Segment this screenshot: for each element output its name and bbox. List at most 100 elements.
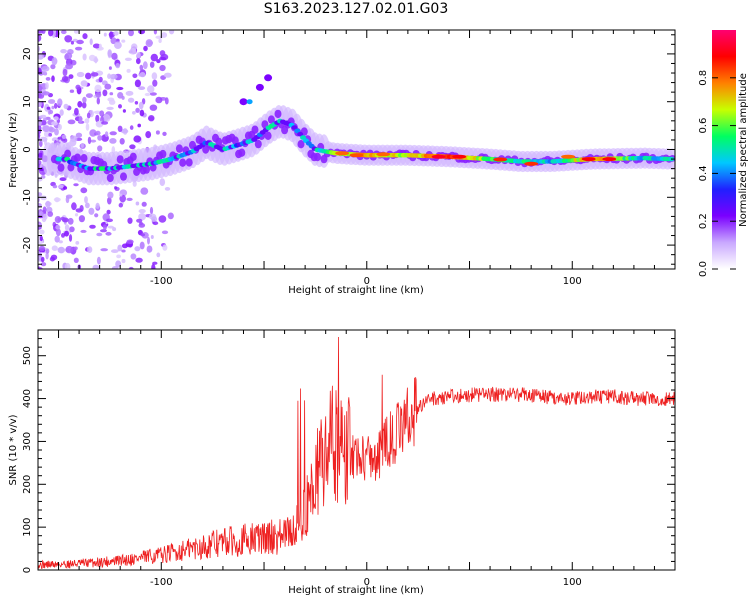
noise-speckle bbox=[75, 132, 83, 138]
noise-speckle bbox=[67, 217, 74, 225]
noise-speckle bbox=[38, 100, 43, 107]
noise-speckle bbox=[126, 68, 131, 73]
noise-speckle bbox=[118, 104, 122, 109]
noise-speckle bbox=[116, 254, 121, 259]
noise-speckle bbox=[139, 72, 146, 78]
noise-speckle bbox=[121, 243, 128, 249]
noise-speckle bbox=[113, 31, 119, 36]
noise-speckle bbox=[92, 43, 101, 49]
noise-speckle bbox=[87, 246, 93, 254]
noise-speckle bbox=[64, 224, 70, 231]
noise-speckle bbox=[84, 196, 88, 204]
noise-speckle bbox=[105, 231, 112, 236]
signal-body bbox=[120, 172, 127, 181]
noise-speckle bbox=[40, 256, 45, 263]
noise-speckle bbox=[121, 95, 125, 100]
signal-body bbox=[274, 109, 282, 119]
noise-speckle bbox=[117, 125, 123, 132]
colorbar-tick-label: 0.8 bbox=[698, 70, 709, 86]
noise-speckle bbox=[96, 256, 101, 265]
noise-speckle bbox=[136, 218, 143, 223]
noise-speckle bbox=[141, 201, 147, 207]
noise-speckle bbox=[143, 45, 148, 52]
noise-speckle bbox=[48, 132, 53, 137]
noise-speckle bbox=[128, 50, 133, 54]
noise-speckle bbox=[107, 73, 112, 79]
noise-speckle bbox=[76, 39, 84, 45]
noise-speckle bbox=[136, 52, 141, 59]
signal-peak bbox=[602, 157, 617, 162]
noise-speckle bbox=[150, 235, 154, 239]
y-tick-label: 100 bbox=[22, 518, 33, 537]
noise-speckle bbox=[54, 235, 60, 243]
y-tick-label: 400 bbox=[22, 389, 33, 408]
noise-speckle bbox=[97, 135, 103, 141]
signal-core bbox=[297, 131, 304, 137]
noise-speckle bbox=[46, 106, 51, 110]
signal-body bbox=[267, 115, 275, 124]
noise-speckle bbox=[73, 246, 78, 251]
noise-speckle bbox=[118, 202, 124, 208]
noise-speckle bbox=[55, 228, 61, 237]
noise-speckle bbox=[65, 245, 74, 254]
noise-speckle bbox=[96, 97, 101, 105]
y-tick-label: 300 bbox=[22, 432, 33, 451]
noise-speckle bbox=[88, 54, 96, 62]
noise-speckle bbox=[55, 224, 61, 230]
noise-speckle bbox=[128, 30, 134, 37]
noise-speckle bbox=[78, 215, 85, 223]
noise-speckle bbox=[60, 216, 66, 221]
noise-speckle bbox=[111, 52, 118, 60]
noise-speckle bbox=[85, 202, 90, 209]
noise-speckle bbox=[124, 57, 132, 61]
noise-speckle bbox=[102, 114, 111, 123]
signal-body bbox=[264, 131, 272, 140]
noise-speckle bbox=[109, 92, 114, 96]
signal-body bbox=[215, 137, 223, 146]
noise-speckle bbox=[103, 32, 107, 37]
noise-speckle bbox=[38, 67, 42, 74]
noise-speckle bbox=[61, 75, 69, 82]
noise-speckle bbox=[139, 241, 145, 250]
signal-body bbox=[67, 163, 75, 172]
noise-speckle bbox=[89, 38, 93, 45]
colorbar-tick-label: 0.0 bbox=[698, 261, 709, 277]
y-tick-label: -20 bbox=[22, 237, 33, 253]
y-tick-label: 0 bbox=[22, 146, 33, 152]
noise-speckle bbox=[107, 49, 112, 57]
noise-speckle bbox=[107, 191, 114, 199]
noise-speckle bbox=[101, 121, 109, 125]
noise-speckle bbox=[120, 128, 129, 134]
noise-speckle bbox=[60, 49, 67, 54]
signal-core bbox=[294, 128, 301, 134]
noise-speckle bbox=[139, 109, 145, 117]
noise-speckle bbox=[155, 35, 163, 39]
noise-speckle bbox=[161, 32, 168, 38]
noise-speckle bbox=[119, 138, 125, 145]
noise-speckle bbox=[97, 145, 103, 152]
noise-speckle bbox=[40, 195, 47, 201]
noise-speckle bbox=[83, 81, 88, 87]
noise-speckle bbox=[57, 136, 63, 140]
noise-speckle bbox=[52, 184, 58, 189]
signal-body bbox=[297, 140, 305, 149]
noise-speckle bbox=[80, 143, 84, 148]
noise-speckle bbox=[39, 71, 48, 75]
noise-speckle bbox=[125, 90, 134, 96]
noise-speckle bbox=[138, 209, 146, 214]
signal-peak bbox=[376, 152, 391, 157]
colorbar: 0.0 0.2 0.4 0.6 0.8 Normalized spectral ampl… bbox=[698, 30, 749, 277]
noise-speckle bbox=[47, 211, 54, 217]
noise-speckle bbox=[162, 131, 167, 136]
noise-speckle bbox=[64, 262, 71, 269]
noise-speckle bbox=[85, 72, 92, 80]
noise-speckle bbox=[51, 57, 58, 66]
noise-speckle bbox=[42, 206, 47, 213]
x-tick-label: 0 bbox=[364, 276, 370, 287]
noise-speckle bbox=[82, 53, 87, 61]
noise-speckle bbox=[163, 72, 172, 78]
noise-speckle bbox=[61, 134, 67, 140]
noise-speckle bbox=[140, 187, 149, 195]
